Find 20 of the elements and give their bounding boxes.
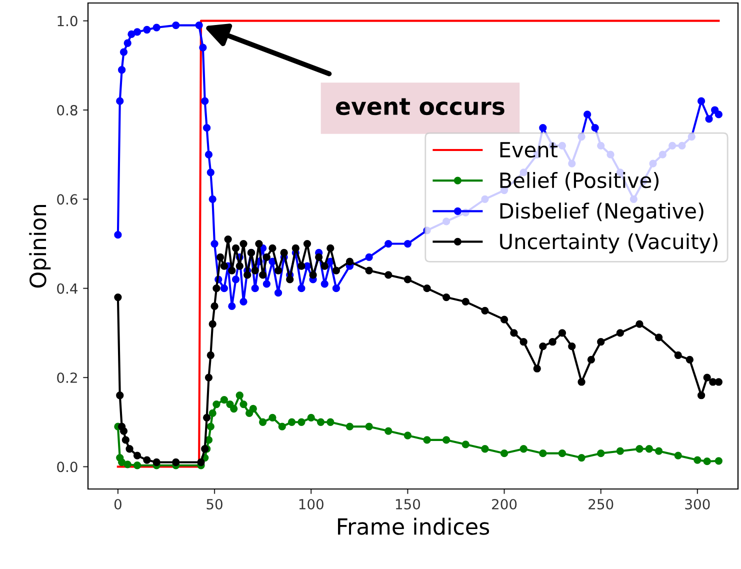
- y-tick-label: 1.0: [58, 16, 78, 26]
- y-tick-label: 0.4: [57, 283, 78, 294]
- y-tick-label: 0.6: [57, 194, 78, 205]
- y-tick-label: 0.2: [57, 372, 77, 384]
- x-tick-label: 50: [206, 498, 222, 510]
- x-tick-label: 300: [685, 498, 710, 510]
- legend-label: Belief (Positive): [500, 172, 659, 191]
- x-tick-label: 200: [492, 498, 517, 510]
- legend-label: Uncertainty (Vacuity): [500, 233, 718, 254]
- legend-label: Event: [500, 142, 558, 158]
- x-axis-title: Frame indices: [338, 518, 490, 535]
- x-tick-label: 250: [588, 498, 614, 510]
- y-axis-title: Opinion: [29, 205, 51, 288]
- x-tick-label: 0: [114, 498, 122, 510]
- y-tick-label: 0.0: [57, 462, 78, 472]
- x-tick-label: 150: [396, 498, 420, 510]
- y-tick-label: 0.8: [57, 104, 78, 116]
- legend-label: Disbelief (Negative): [500, 202, 704, 223]
- annotation: event occurs: [336, 98, 504, 116]
- x-tick-label: 100: [299, 498, 324, 510]
